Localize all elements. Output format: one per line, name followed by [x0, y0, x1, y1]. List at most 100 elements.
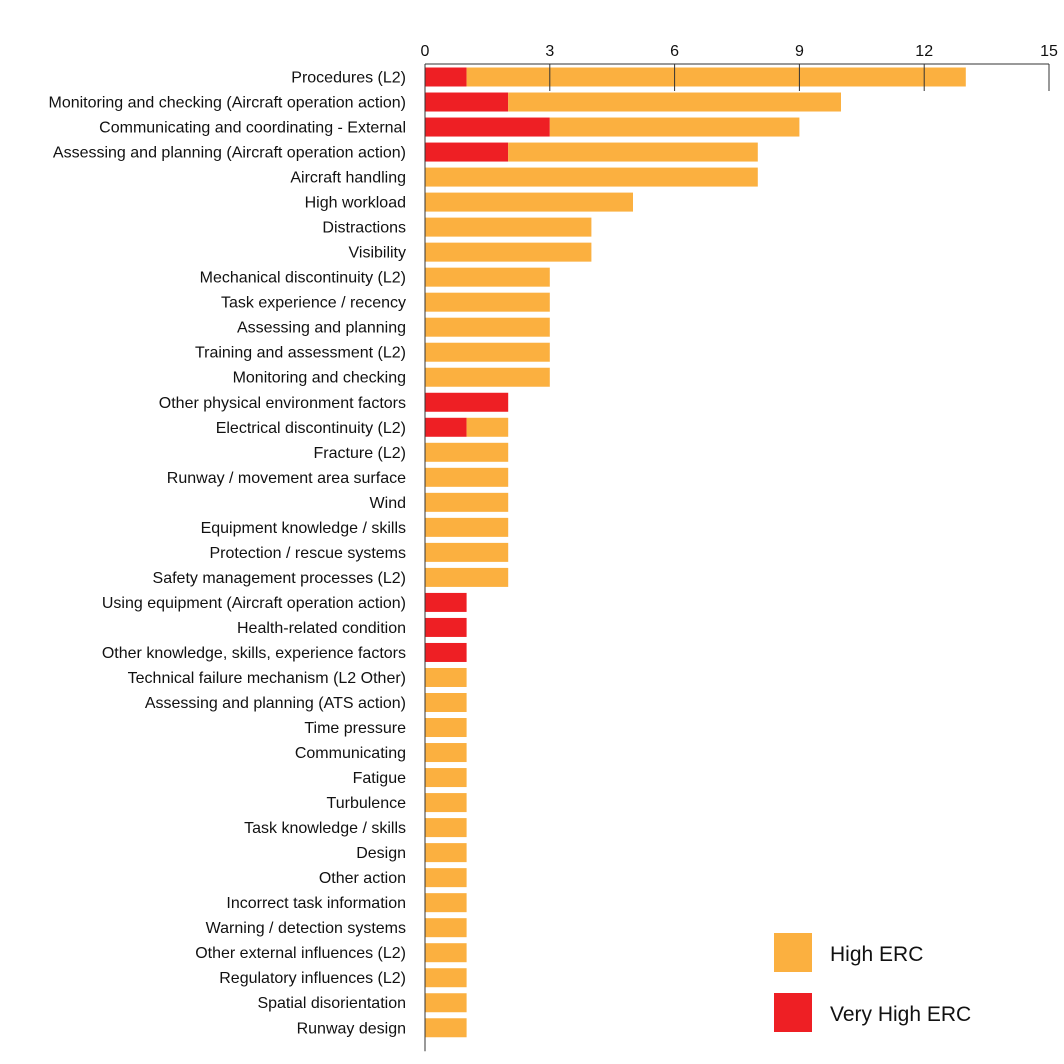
category-label: Visibility: [349, 245, 407, 262]
bar-high-erc: [466, 67, 966, 87]
legend-swatch: [774, 933, 812, 972]
legend-label: Very High ERC: [830, 1003, 971, 1026]
bar-high-erc: [425, 442, 509, 462]
bar-high-erc: [549, 117, 800, 137]
category-label: Incorrect task information: [226, 895, 406, 912]
bar-very-high-erc: [425, 92, 509, 112]
bar-high-erc: [425, 818, 467, 838]
category-label: Protection / rescue systems: [209, 545, 406, 562]
bar-high-erc: [425, 317, 550, 337]
bars-group: [425, 67, 966, 1038]
bar-high-erc: [425, 843, 467, 863]
category-label: Distractions: [322, 220, 406, 237]
bar-high-erc: [425, 693, 467, 712]
category-label: Communicating: [295, 745, 406, 762]
category-label: Task experience / recency: [221, 295, 406, 312]
category-label: Mechanical discontinuity (L2): [200, 270, 406, 287]
tick-labels-group: 0 3 6 9 12 15: [421, 43, 1058, 60]
bar-high-erc: [425, 467, 509, 487]
category-label: Other knowledge, skills, experience fact…: [102, 645, 406, 662]
category-label: Monitoring and checking: [233, 370, 406, 387]
category-label: Wind: [370, 495, 406, 512]
bar-very-high-erc: [425, 142, 509, 162]
bar-high-erc: [425, 893, 467, 913]
bar-high-erc: [425, 968, 467, 988]
category-label: Runway design: [297, 1020, 406, 1037]
bar-high-erc: [425, 292, 550, 312]
category-label: Assessing and planning (ATS action): [145, 695, 406, 712]
x-tick-label: 6: [670, 43, 679, 60]
bar-high-erc: [425, 1018, 467, 1038]
bar-high-erc: [425, 667, 467, 687]
category-label: Assessing and planning: [237, 320, 406, 337]
category-label: Procedures (L2): [291, 70, 406, 87]
legend: High ERC Very High ERC: [774, 933, 971, 1032]
x-tick-label: 12: [915, 43, 933, 60]
category-label: Other external influences (L2): [195, 945, 406, 962]
bar-high-erc: [425, 517, 509, 537]
category-label: Design: [356, 845, 406, 862]
bar-high-erc: [425, 167, 758, 187]
x-tick-label: 0: [421, 43, 430, 60]
category-label: Regulatory influences (L2): [219, 970, 406, 987]
bar-high-erc: [425, 768, 467, 788]
category-label: Spatial disorientation: [257, 995, 406, 1012]
bar-high-erc: [425, 918, 467, 938]
category-label: Other physical environment factors: [159, 395, 406, 412]
bar-high-erc: [425, 192, 633, 212]
bar-high-erc: [425, 542, 509, 562]
bar-high-erc: [466, 417, 509, 437]
category-label: Runway / movement area surface: [167, 470, 406, 487]
bar-high-erc: [425, 492, 509, 512]
category-label: Equipment knowledge / skills: [201, 520, 406, 537]
bar-high-erc: [425, 342, 550, 362]
category-label: Electrical discontinuity (L2): [216, 420, 406, 437]
bar-high-erc: [425, 793, 467, 813]
bar-high-erc: [508, 142, 758, 162]
bar-very-high-erc: [425, 67, 467, 87]
bar-very-high-erc: [425, 642, 467, 662]
bar-very-high-erc: [425, 417, 467, 437]
bar-high-erc: [425, 943, 467, 963]
category-label: Fracture (L2): [314, 445, 406, 462]
bar-high-erc: [425, 217, 592, 237]
bar-very-high-erc: [425, 117, 550, 137]
category-label: Using equipment (Aircraft operation acti…: [102, 595, 406, 612]
category-label: Time pressure: [304, 720, 406, 737]
legend-label: High ERC: [830, 943, 923, 966]
category-label: Other action: [319, 870, 406, 887]
x-tick-label: 9: [795, 43, 804, 60]
bar-high-erc: [425, 993, 467, 1013]
category-label: Safety management processes (L2): [153, 570, 406, 587]
bar-very-high-erc: [425, 617, 467, 637]
category-label: Warning / detection systems: [206, 920, 406, 937]
bar-high-erc: [425, 267, 550, 287]
x-tick-label: 15: [1040, 43, 1058, 60]
category-label: High workload: [305, 195, 406, 212]
bar-high-erc: [425, 718, 467, 738]
bar-high-erc: [425, 743, 467, 763]
category-label: Turbulence: [327, 795, 407, 812]
category-label: Technical failure mechanism (L2 Other): [128, 670, 406, 687]
category-label: Assessing and planning (Aircraft operati…: [53, 145, 406, 162]
category-label: Fatigue: [353, 770, 406, 787]
category-labels-group: Procedures (L2) Monitoring and checking (…: [48, 70, 406, 1038]
category-label: Task knowledge / skills: [244, 820, 406, 837]
category-label: Communicating and coordinating - Externa…: [99, 120, 406, 137]
bar-high-erc: [425, 242, 592, 262]
category-label: Health-related condition: [237, 620, 406, 637]
bar-high-erc: [425, 567, 509, 587]
category-label: Aircraft handling: [290, 170, 406, 187]
legend-swatch: [774, 993, 812, 1032]
category-label: Training and assessment (L2): [195, 345, 406, 362]
axes-group: [424, 63, 1050, 1052]
bar-very-high-erc: [425, 592, 467, 612]
bar-very-high-erc: [425, 392, 509, 412]
category-label: Monitoring and checking (Aircraft operat…: [48, 95, 406, 112]
bar-high-erc: [425, 868, 467, 888]
bar-high-erc: [508, 92, 841, 112]
x-tick-label: 3: [545, 43, 554, 60]
bar-high-erc: [425, 367, 550, 387]
